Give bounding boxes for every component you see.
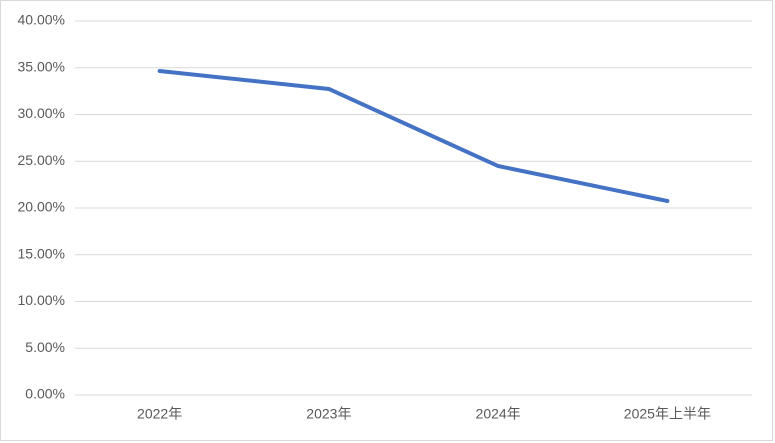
y-tick-label: 25.00% [18,152,65,168]
y-tick-label: 35.00% [18,58,65,74]
x-tick-label: 2023年 [306,406,351,422]
y-tick-label: 15.00% [18,245,65,261]
y-tick-label: 30.00% [18,105,65,121]
x-tick-label: 2022年 [137,406,182,422]
x-tick-label: 2024年 [476,406,521,422]
x-tick-label: 2025年上半年 [624,406,711,422]
y-tick-label: 10.00% [18,292,65,308]
y-tick-label: 5.00% [25,339,65,355]
line [157,69,670,203]
y-tick-label: 40.00% [18,12,65,28]
y-tick-label: 0.00% [25,386,65,402]
y-tick-label: 20.00% [18,199,65,215]
